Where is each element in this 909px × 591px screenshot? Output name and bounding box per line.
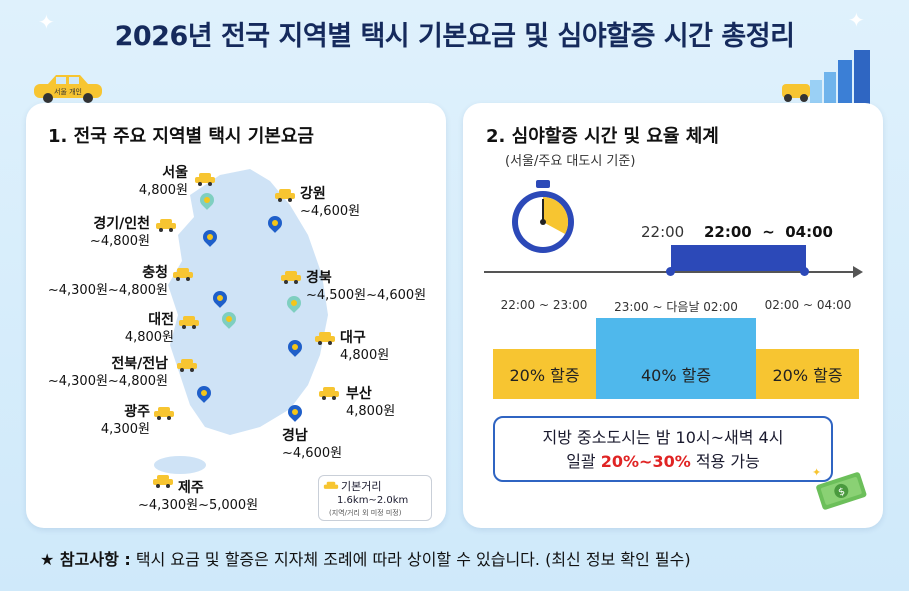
- region-name: 충청: [142, 265, 168, 281]
- sparkle-icon: ✦: [38, 10, 55, 34]
- region-name: 경남: [282, 428, 308, 444]
- region-fare: ~4,300원~4,800원: [47, 374, 168, 389]
- surcharge-segment: 20% 할증: [493, 349, 596, 399]
- taxi-icon: [177, 359, 197, 372]
- footer-label: ★ 참고사항 :: [40, 550, 131, 569]
- region-fare: ~4,300원~5,000원: [138, 498, 259, 513]
- taxi-icon: [173, 268, 193, 281]
- taxi-icon: [195, 173, 215, 186]
- region-daegu: 대구 4,800원: [340, 330, 389, 364]
- page-title: 2026년 전국 지역별 택시 기본요금 및 심야할증 시간 총정리: [114, 21, 795, 52]
- surcharge-segment: 40% 할증: [596, 318, 756, 399]
- region-gyeonggi-incheon: 경기/인천 ~4,800원: [58, 216, 150, 250]
- note-line1: 지방 중소도시는 밤 10시~새벽 4시: [542, 428, 784, 447]
- region-fare: 4,800원: [340, 348, 390, 363]
- taxi-icon: [275, 189, 295, 202]
- footer-text: 택시 요금 및 할증은 지자체 조례에 따라 상이할 수 있습니다. (최신 정…: [130, 550, 691, 569]
- region-name: 광주: [124, 404, 150, 420]
- segment-time: 22:00 ~ 23:00: [500, 298, 588, 312]
- taxi-icon: [179, 316, 199, 329]
- region-jeonbuk-jeonnam: 전북/전남 ~4,300원~4,800원: [36, 356, 168, 390]
- region-name: 강원: [300, 186, 326, 202]
- region-name: 경북: [306, 270, 332, 286]
- region-name: 서울: [162, 165, 188, 181]
- footer-note: ★ 참고사항 : 택시 요금 및 할증은 지자체 조례에 따라 상이할 수 있습…: [40, 546, 691, 570]
- note-line2: 일괄 20%~30% 적용 가능: [566, 452, 760, 471]
- legend-note: (지역/거리 외 미정 미정): [329, 509, 402, 517]
- region-name: 부산: [346, 386, 372, 402]
- taxi-icon: [319, 387, 339, 400]
- start-time: 22:00: [641, 223, 685, 241]
- region-gwangju: 광주 4,300원: [92, 404, 150, 438]
- region-fare: 4,800원: [138, 183, 188, 198]
- segment-time: 02:00 ~ 04:00: [764, 298, 852, 312]
- region-fare: ~4,300원~4,800원: [47, 283, 168, 298]
- region-name: 대전: [148, 312, 174, 328]
- taxi-icon: [323, 481, 339, 489]
- region-chungcheong: 충청 ~4,300원~4,800원: [36, 265, 168, 299]
- surcharge-segment: 20% 할증: [756, 349, 859, 399]
- svg-text:$: $: [837, 486, 846, 498]
- region-fare: ~4,800원: [89, 234, 150, 249]
- region-fare: ~4,600원: [282, 446, 343, 461]
- region-name: 대구: [340, 330, 366, 346]
- money-icon: $ ✦: [812, 466, 867, 510]
- night-period-bar: [671, 245, 806, 271]
- note-highlight: 20%~30%: [600, 452, 691, 471]
- region-gyeongbuk: 경북 ~4,500원~4,600원: [306, 270, 426, 304]
- stopwatch-icon: [512, 180, 574, 253]
- section1-title: 1. 전국 주요 지역별 택시 기본요금: [48, 126, 314, 147]
- region-jeju: 제주 ~4,300원~5,000원: [138, 480, 258, 514]
- segment-label: 40% 할증: [640, 365, 712, 385]
- taxi-icon: [315, 332, 335, 345]
- timeline-marker: [800, 267, 809, 276]
- legend-distance: 1.6km~2.0km: [337, 495, 409, 506]
- region-gyeongnam: 경남 ~4,600원: [282, 428, 342, 462]
- region-daejeon: 대전 4,800원: [110, 312, 174, 346]
- taxi-icon: [156, 219, 176, 232]
- region-fare: 4,300원: [100, 422, 150, 437]
- region-fare: ~4,600원: [300, 204, 361, 219]
- city-buildings-icon: [782, 50, 870, 105]
- region-busan: 부산 4,800원: [346, 386, 395, 420]
- taxi-icon: [281, 271, 301, 284]
- region-fare: 4,800원: [346, 404, 396, 419]
- segment-label: 20% 할증: [509, 366, 580, 385]
- legend-title: 기본거리: [341, 480, 382, 493]
- taxi-icon: [154, 407, 174, 420]
- region-gangwon: 강원 ~4,600원: [300, 186, 360, 220]
- timeline-marker: [666, 267, 675, 276]
- sparkle-icon: ✦: [848, 8, 865, 32]
- region-name: 경기/인천: [93, 216, 150, 232]
- section2-subtitle: (서울/주요 대도시 기준): [505, 154, 636, 169]
- local-city-note: 지방 중소도시는 밤 10시~새벽 4시 일괄 20%~30% 적용 가능: [493, 416, 833, 482]
- region-name: 제주: [178, 480, 204, 496]
- svg-text:✦: ✦: [812, 466, 821, 479]
- taxi-sign-text: 서울 개인: [54, 87, 82, 96]
- taxi-icon: [153, 475, 173, 488]
- taxi-illustration: 서울 개인: [34, 75, 102, 103]
- base-distance-legend: 기본거리 1.6km~2.0km (지역/거리 외 미정 미정): [318, 475, 432, 521]
- night-range-label: 22:00 ~ 04:00: [704, 223, 833, 241]
- region-seoul: 서울 4,800원: [128, 165, 188, 199]
- section2-title: 2. 심야할증 시간 및 요율 체계: [486, 126, 719, 147]
- segment-time: 23:00 ~ 다음날 02:00: [614, 300, 738, 314]
- region-name: 전북/전남: [111, 356, 168, 372]
- region-fare: ~4,500원~4,600원: [306, 288, 427, 303]
- segment-label: 20% 할증: [772, 366, 843, 385]
- region-fare: 4,800원: [124, 330, 174, 345]
- arrow-right-icon: [853, 266, 863, 278]
